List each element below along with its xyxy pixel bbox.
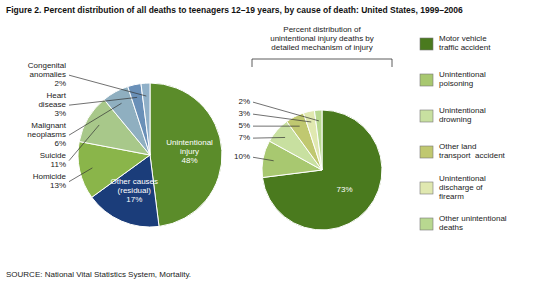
leader-line <box>253 102 319 121</box>
legend-label-line: Other land <box>439 142 476 151</box>
slice-label-line: Heart <box>46 91 66 100</box>
data-label: 5% <box>238 121 250 130</box>
annotation-line: Percent distribution of <box>283 25 361 34</box>
legend-swatch <box>420 38 433 50</box>
data-label: 13% <box>50 181 66 190</box>
pie-left: Unintentionalinjury48% Other causes(resid… <box>27 61 222 227</box>
leader-line <box>69 103 122 135</box>
legend-swatch <box>420 110 433 122</box>
data-label: 10% <box>234 152 250 161</box>
legend-swatch <box>420 146 433 158</box>
slice-label-line: Unintentional <box>166 138 213 147</box>
slice-label-line: Other causes <box>110 177 158 186</box>
legend-label-line: deaths <box>439 223 463 232</box>
data-label: 6% <box>54 139 66 148</box>
pie-slice <box>150 83 222 226</box>
pie-slice <box>141 83 150 155</box>
legend-label-line: Unintentional <box>439 106 486 115</box>
slice-label: Suicide <box>40 151 67 160</box>
data-label-line: 5% <box>238 121 250 130</box>
slice-label: Other causes(residual) <box>110 177 158 195</box>
legend-label-line: Unintentional <box>439 174 486 183</box>
leader-line <box>69 97 137 105</box>
slice-label-line: anomalies <box>30 70 66 79</box>
data-label-line: 2% <box>238 97 250 106</box>
pie-slice <box>314 110 322 170</box>
legend-label-line: firearm <box>439 192 464 201</box>
slice-label: Unintentionalinjury <box>166 138 213 156</box>
slice-label-line: Suicide <box>40 151 67 160</box>
legend-label: Other unintentionaldeaths <box>439 214 507 232</box>
slice-label: Congenitalanomalies <box>28 61 66 79</box>
chart: Figure 2. Percent distribution of all de… <box>0 0 560 286</box>
data-label-line: 11% <box>51 160 66 169</box>
slice-label-line: (residual) <box>118 186 152 195</box>
pie-slice <box>262 110 382 230</box>
annotation: Percent distribution ofunintentional inj… <box>270 25 374 52</box>
leader-line <box>69 168 92 182</box>
data-label-line: 48% <box>182 156 198 165</box>
data-label: 3% <box>54 109 66 118</box>
data-label-line: 10% <box>234 152 250 161</box>
slice-label-line: Congenital <box>28 61 66 70</box>
legend-swatch <box>420 218 433 230</box>
slice-label-line: Malignant <box>31 121 66 130</box>
leader-line <box>69 75 146 96</box>
leader-line <box>69 125 99 161</box>
data-label-line: 3% <box>238 109 250 118</box>
annotation-line: unintentional injury deaths by <box>270 34 374 43</box>
legend-label-line: Unintentional <box>439 70 486 79</box>
slice-label-line: disease <box>38 100 66 109</box>
data-label: 17% <box>126 195 142 204</box>
leader-line <box>253 114 311 122</box>
data-label-line: 3% <box>54 109 66 118</box>
source-note-line: SOURCE: National Vital Statistics System… <box>6 270 191 279</box>
slice-label-line: Homicide <box>33 172 67 181</box>
legend-label: Unintentionalpoisoning <box>439 70 486 88</box>
annotation-line: detailed mechanism of injury <box>271 43 372 52</box>
data-label: 2% <box>54 79 66 88</box>
legend-label-line: discharge of <box>439 183 483 192</box>
legend-label-line: Other unintentional <box>439 214 507 223</box>
legend-label-line: transport accident <box>439 151 506 160</box>
slice-label: Heartdisease <box>38 91 66 109</box>
leader-line <box>253 126 300 127</box>
annotation-bracket <box>252 59 392 67</box>
legend-label-line: Motor vehicle <box>439 34 487 43</box>
title: Figure 2. Percent distribution of all de… <box>6 5 463 15</box>
slice-label-line: neoplasms <box>27 130 66 139</box>
source-note: SOURCE: National Vital Statistics System… <box>6 270 191 279</box>
pie-right: 73% 2% 3% 5% 7% 10% <box>234 97 382 230</box>
legend-label-line: traffic accident <box>439 43 491 52</box>
data-label-line: 6% <box>54 139 66 148</box>
data-label-line: 73% <box>336 185 352 194</box>
data-label-line: 17% <box>126 195 142 204</box>
legend-swatch <box>420 74 433 86</box>
legend-label-line: drowning <box>439 115 471 124</box>
leader-line <box>253 157 274 161</box>
leader-line <box>253 137 285 139</box>
slice-label: Malignantneoplasms <box>27 121 66 139</box>
data-label-line: 2% <box>54 79 66 88</box>
slice-label: Homicide <box>33 172 67 181</box>
background <box>0 0 560 286</box>
slice-label-line: injury <box>180 147 199 156</box>
legend-label: Unintentionaldrowning <box>439 106 486 124</box>
data-label: 7% <box>238 133 250 142</box>
legend-label-line: poisoning <box>439 79 473 88</box>
legend-label: Other landtransport accident <box>439 142 506 160</box>
legend-label: Motor vehicletraffic accident <box>439 34 491 52</box>
data-label-line: 7% <box>238 133 250 142</box>
data-label: 2% <box>238 97 250 106</box>
legend-label: Unintentionaldischarge offirearm <box>439 174 486 201</box>
data-label: 3% <box>238 109 250 118</box>
data-label: 11% <box>51 160 66 169</box>
data-label: 73% <box>336 185 352 194</box>
data-label-line: 13% <box>50 181 66 190</box>
data-label: 48% <box>182 156 198 165</box>
legend: Motor vehicletraffic accident Unintention… <box>420 34 507 232</box>
legend-swatch <box>420 182 433 194</box>
